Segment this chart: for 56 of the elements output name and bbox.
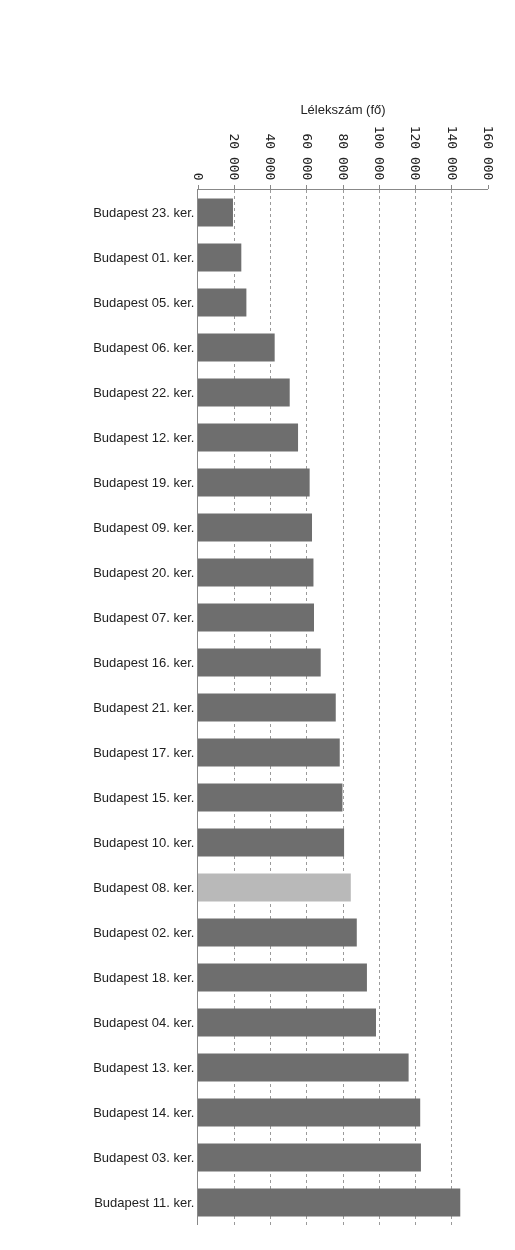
y-tick-label: Budapest 08. ker. [93,880,195,896]
y-tick-label: Budapest 23. ker. [93,205,195,221]
bar [198,828,345,857]
y-tick-label: Budapest 20. ker. [93,565,195,581]
y-tick-label: Budapest 03. ker. [93,1150,195,1166]
x-tick-label: 0 [190,172,206,181]
bar [198,333,275,362]
bar [198,783,343,812]
bar [198,603,314,632]
x-axis-title: Lélekszám (fő) [300,101,386,117]
bar [198,1188,461,1217]
bar [198,558,314,587]
y-tick-label: Budapest 14. ker. [93,1105,195,1121]
bar [198,1008,376,1037]
bar [198,918,357,947]
bar [198,873,351,902]
y-tick-label: Budapest 11. ker. [94,1195,195,1211]
x-tick-label: 100 000 [372,125,388,181]
bar [198,693,336,722]
y-tick-label: Budapest 22. ker. [93,385,195,401]
y-tick-label: Budapest 06. ker. [93,340,195,356]
y-tick-label: Budapest 16. ker. [93,655,195,671]
y-tick-label: Budapest 04. ker. [93,1015,195,1031]
x-tick-label: 140 000 [444,125,460,181]
bar [198,513,313,542]
y-tick-label: Budapest 21. ker. [93,700,195,716]
y-tick-label: Budapest 18. ker. [93,970,195,986]
bar [198,378,290,407]
bar [198,288,247,317]
bar [198,738,340,767]
bar [198,648,321,677]
y-tick-label: Budapest 02. ker. [93,925,195,941]
y-tick-label: Budapest 10. ker. [93,835,195,851]
x-tick-label: 80 000 [335,133,351,181]
y-tick-label: Budapest 05. ker. [93,295,195,311]
x-tick-label: 160 000 [480,125,496,181]
y-tick-label: Budapest 01. ker. [93,250,195,266]
bar [198,963,367,992]
bar [198,1098,421,1127]
y-tick-label: Budapest 15. ker. [93,790,195,806]
y-tick-label: Budapest 09. ker. [93,520,195,536]
x-tick-label: 20 000 [227,133,243,181]
bar [198,198,233,227]
x-tick-label: 40 000 [263,133,279,181]
bar [198,468,310,497]
y-tick-label: Budapest 13. ker. [93,1060,195,1076]
bar [198,243,242,272]
y-tick-label: Budapest 19. ker. [93,475,195,491]
x-tick-label: 60 000 [299,133,315,181]
x-tick-label: 120 000 [408,125,424,181]
y-tick-label: Budapest 07. ker. [93,610,195,626]
bar [198,1143,421,1172]
y-tick-label: Budapest 12. ker. [93,430,195,446]
bar [198,1053,409,1082]
bar [198,423,299,452]
y-tick-label: Budapest 17. ker. [93,745,195,761]
